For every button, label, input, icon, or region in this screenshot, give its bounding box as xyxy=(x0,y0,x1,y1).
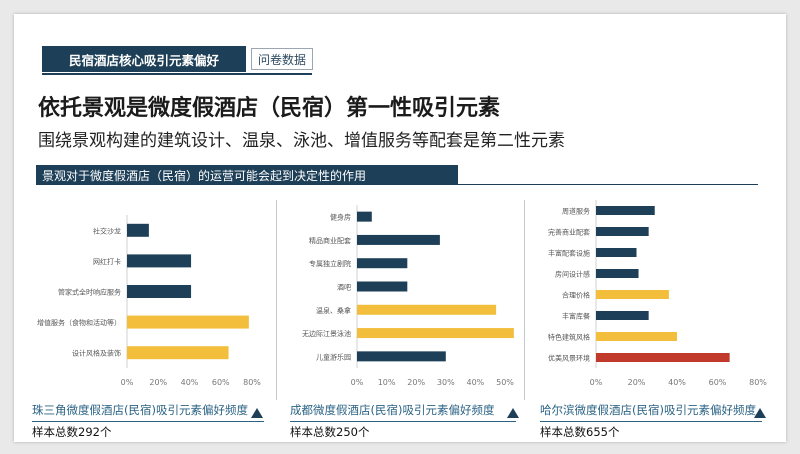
sample-count-haerbin: 样本总数655个 xyxy=(540,425,620,439)
x-tick-label: 60% xyxy=(709,378,727,387)
panel-separator xyxy=(276,200,277,400)
category-label: 周道服务 xyxy=(562,207,590,216)
chart-title-underline xyxy=(290,421,516,422)
category-label: 儿童游乐园 xyxy=(316,352,351,361)
category-label: 酒吧 xyxy=(337,284,351,292)
category-label: 社交沙龙 xyxy=(93,226,121,235)
chart-title-haerbin: 哈尔滨微度假酒店(民宿)吸引元素偏好频度 xyxy=(540,403,756,417)
category-label: 丰富配套设施 xyxy=(548,249,590,258)
triangle-icon xyxy=(251,408,263,418)
x-tick-label: 20% xyxy=(407,378,425,387)
source-tag: 问卷数据 xyxy=(251,48,313,70)
bar xyxy=(357,328,514,339)
bar xyxy=(357,211,372,222)
chart-title-zhusanjiao: 珠三角微度假酒店(民宿)吸引元素偏好频度 xyxy=(32,403,248,417)
bar xyxy=(127,285,192,298)
bar xyxy=(357,304,497,315)
category-label: 专属独立剧院 xyxy=(309,259,351,268)
bar xyxy=(596,206,655,215)
bar xyxy=(596,353,730,362)
sample-count-chengdu: 样本总数250个 xyxy=(290,425,370,439)
bar xyxy=(127,346,229,360)
category-label: 丰富库餐 xyxy=(562,312,590,321)
category-label: 精品商业配套 xyxy=(309,236,351,245)
category-label: 合理价格 xyxy=(562,291,590,300)
category-label: 管家式全时响应服务 xyxy=(58,288,121,297)
category-label: 完善商业配套 xyxy=(548,228,590,237)
bar xyxy=(596,311,649,320)
bar xyxy=(596,332,677,341)
x-tick-label: 80% xyxy=(749,378,767,387)
category-label: 健身房 xyxy=(330,213,351,222)
tag-underline xyxy=(42,73,312,75)
section-banner: 景观对于微度假酒店（民宿）的运营可能会起到决定性的作用 xyxy=(36,165,458,185)
x-tick-label: 40% xyxy=(668,378,686,387)
category-label: 优美风景环境 xyxy=(548,354,590,363)
x-tick-label: 20% xyxy=(628,378,646,387)
category-label: 增值服务（食物和活动等） xyxy=(37,318,121,327)
x-tick-label: 0% xyxy=(590,378,603,387)
x-tick-label: 20% xyxy=(149,378,167,387)
bar xyxy=(357,234,440,245)
category-label: 无边际江景泳池 xyxy=(302,329,351,338)
x-tick-label: 40% xyxy=(181,378,199,387)
category-label: 温泉、桑拿 xyxy=(316,306,351,315)
category-label: 设计风格及装饰 xyxy=(72,349,121,358)
x-tick-label: 10% xyxy=(378,378,396,387)
chart-title-chengdu: 成都微度假酒店(民宿)吸引元素偏好频度 xyxy=(290,403,495,417)
bar xyxy=(596,290,669,299)
bar xyxy=(596,227,649,236)
topic-tag: 民宿酒店核心吸引元素偏好 xyxy=(42,46,246,72)
x-tick-label: 80% xyxy=(243,378,261,387)
section-divider xyxy=(458,184,758,185)
triangle-icon xyxy=(507,408,519,418)
bar xyxy=(357,351,446,362)
bar xyxy=(357,281,408,292)
x-tick-label: 0% xyxy=(121,378,134,387)
bar xyxy=(127,315,249,329)
bar xyxy=(127,223,149,237)
x-tick-label: 60% xyxy=(212,378,230,387)
category-label: 房间设计感 xyxy=(555,270,590,279)
x-tick-label: 30% xyxy=(437,378,455,387)
x-tick-label: 50% xyxy=(496,378,514,387)
bar xyxy=(596,248,637,257)
chart-title-underline xyxy=(540,421,762,422)
category-label: 网红打卡 xyxy=(93,257,121,266)
panel-separator xyxy=(524,200,525,400)
category-label: 特色建筑风格 xyxy=(548,333,590,342)
x-tick-label: 0% xyxy=(351,378,364,387)
chart-title-underline xyxy=(32,421,264,422)
bar xyxy=(357,258,408,269)
page-subtitle: 围绕景观构建的建筑设计、温泉、泳池、增值服务等配套是第二性元素 xyxy=(38,131,565,151)
bar xyxy=(596,269,639,278)
sample-count-zhusanjiao: 样本总数292个 xyxy=(32,425,112,439)
triangle-icon xyxy=(754,408,766,418)
bar xyxy=(127,254,192,268)
x-tick-label: 40% xyxy=(467,378,485,387)
page-title: 依托景观是微度假酒店（民宿）第一性吸引元素 xyxy=(38,96,501,121)
